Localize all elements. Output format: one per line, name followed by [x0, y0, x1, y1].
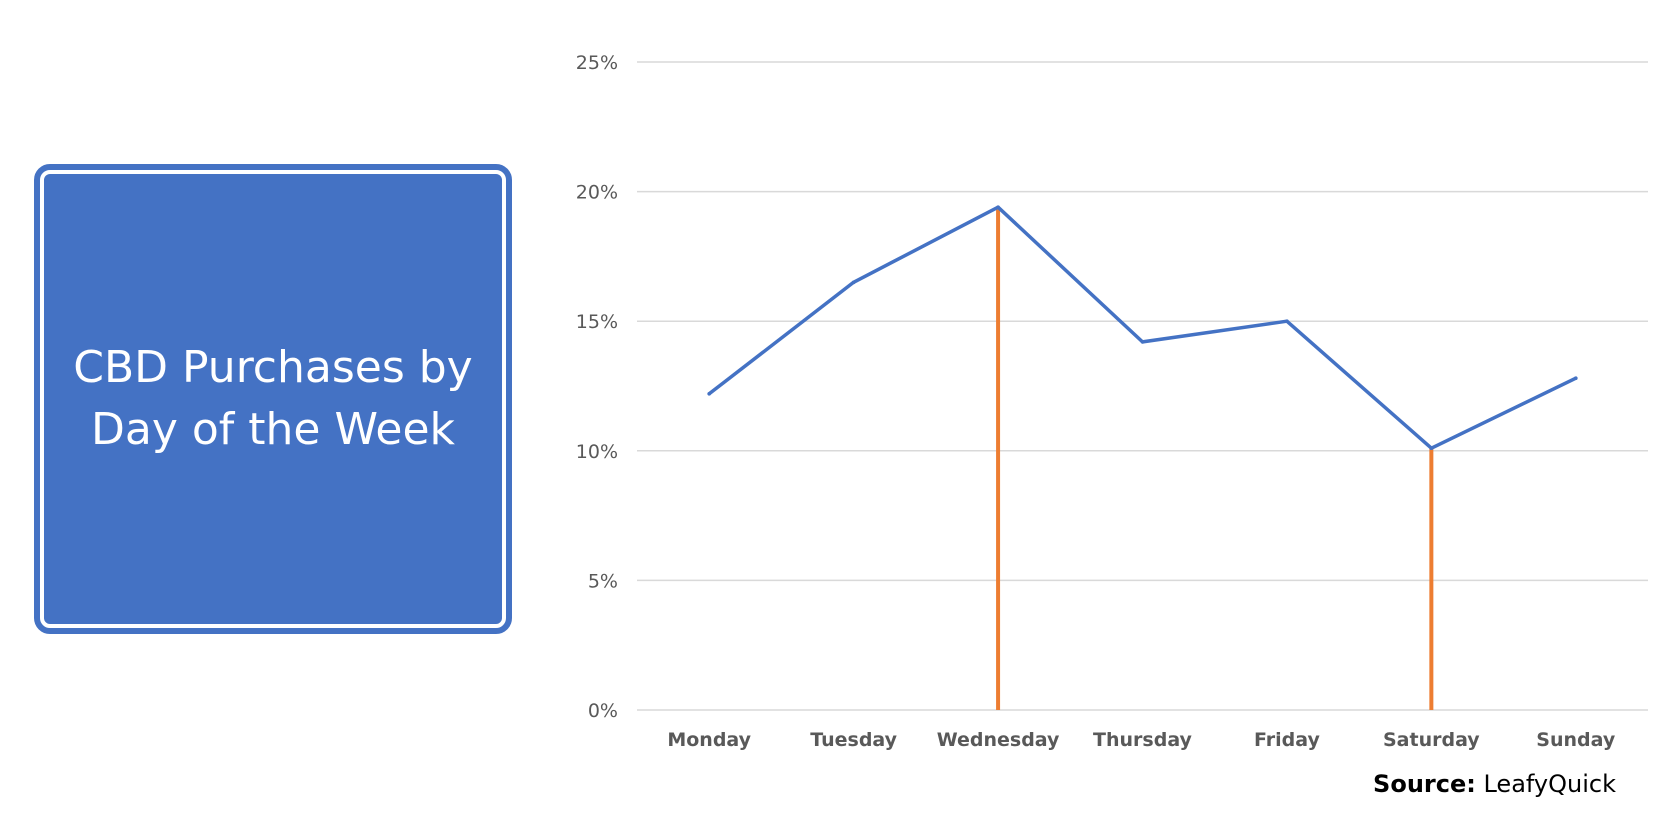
- x-tick-label: Sunday: [1536, 729, 1616, 751]
- y-tick-label: 15%: [576, 311, 618, 333]
- data-point: [996, 205, 1000, 209]
- data-point: [1429, 446, 1434, 451]
- x-tick-label: Wednesday: [937, 729, 1060, 751]
- source-label: Source:: [1373, 770, 1476, 798]
- data-point: [707, 391, 712, 396]
- gridlines: [637, 61, 1648, 711]
- highlight-markers: [996, 207, 1434, 710]
- data-point: [851, 280, 856, 285]
- x-tick-label: Saturday: [1383, 729, 1480, 751]
- data-point: [1140, 340, 1145, 344]
- data-point: [1285, 319, 1289, 324]
- chart-title: CBD Purchases by Day of the Week: [73, 342, 473, 455]
- title-box: CBD Purchases by Day of the Week: [34, 164, 512, 634]
- series-lines: [707, 205, 1578, 451]
- y-tick-label: 0%: [588, 700, 618, 722]
- y-tick-label: 10%: [576, 441, 618, 463]
- y-tick-label: 5%: [588, 570, 618, 592]
- x-axis-ticks: Monday Tuesday Wednesday Thursday Friday Satu…: [667, 729, 1616, 751]
- x-tick-label: Thursday: [1093, 729, 1193, 751]
- x-tick-label: Tuesday: [810, 729, 897, 751]
- y-tick-label: 25%: [576, 52, 618, 74]
- x-tick-label: Monday: [667, 729, 751, 751]
- source-value: LeafyQuick: [1483, 770, 1616, 798]
- data-point: [1573, 376, 1578, 381]
- x-tick-label: Friday: [1254, 729, 1320, 751]
- y-axis-ticks: 0% 5% 10% 15% 20% 25%: [576, 52, 618, 722]
- source-note: Source: LeafyQuick: [1373, 770, 1616, 798]
- series-line: [707, 205, 1578, 450]
- y-tick-label: 20%: [576, 182, 618, 204]
